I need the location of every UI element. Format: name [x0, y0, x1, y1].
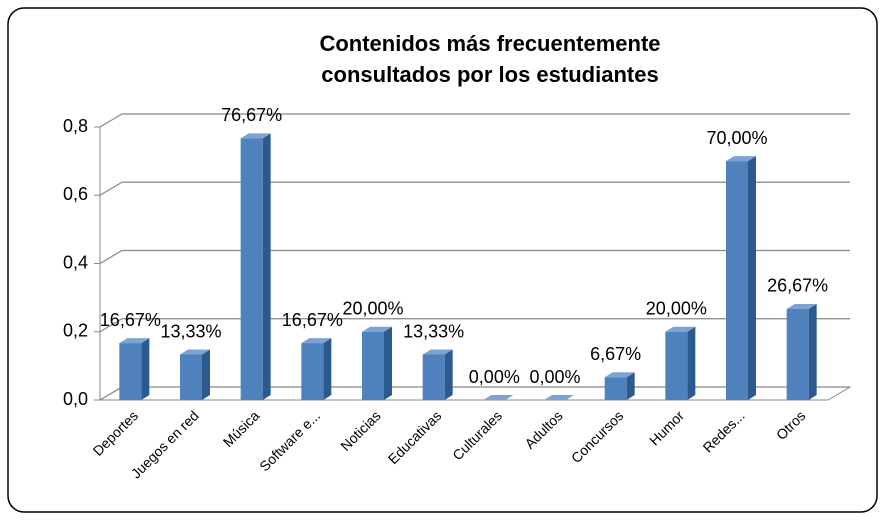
bar-top: [119, 338, 150, 344]
grid-line: [99, 249, 850, 265]
bar: [240, 138, 263, 400]
data-label: 26,67%: [767, 276, 828, 296]
bar-top: [726, 156, 756, 162]
chart-border: [7, 7, 878, 513]
bar-side: [202, 349, 210, 400]
bar-side: [444, 349, 453, 400]
y-tick-label: 0,0: [63, 389, 88, 409]
bar: [422, 354, 445, 400]
grid-line: [99, 318, 850, 333]
bar: [362, 331, 384, 400]
bar-side: [687, 326, 696, 400]
bar-top: [665, 326, 696, 332]
bar: [119, 343, 142, 400]
bar-top: [240, 133, 271, 139]
y-tick-label: 0,4: [63, 252, 88, 272]
bar-side: [141, 338, 150, 400]
bar: [726, 161, 748, 400]
grid-line: [99, 181, 850, 196]
data-label: 13,33%: [160, 321, 221, 341]
y-tick-label: 0,2: [63, 321, 88, 341]
chart-title: Contenidos más frecuentemente: [319, 31, 660, 56]
bar-top: [544, 395, 574, 400]
bar-top: [483, 395, 514, 400]
grid-line: [99, 113, 850, 128]
data-label: 76,67%: [221, 105, 282, 125]
bar-side: [262, 133, 271, 400]
bar: [665, 331, 688, 400]
y-tick-label: 0,8: [63, 116, 88, 136]
bar-side: [808, 303, 817, 400]
data-label: 20,00%: [646, 299, 707, 319]
bar-side: [748, 156, 756, 400]
bar: [180, 354, 202, 400]
data-label: 16,67%: [282, 310, 343, 330]
data-label: 0,00%: [529, 367, 580, 387]
bar: [786, 308, 809, 400]
y-tick-label: 0,6: [63, 184, 88, 204]
data-label: 20,00%: [342, 299, 403, 319]
data-label: 70,00%: [706, 128, 767, 148]
bar-top: [422, 349, 453, 355]
chart-title: consultados por los estudiantes: [321, 62, 658, 87]
bar-top: [362, 326, 392, 332]
data-label: 6,67%: [590, 344, 641, 364]
bar-side: [384, 326, 392, 400]
bar-top: [786, 303, 817, 309]
bar: [301, 343, 324, 400]
data-label: 13,33%: [403, 321, 464, 341]
bar-top: [301, 338, 332, 344]
bar-top: [180, 349, 210, 355]
data-label: 0,00%: [469, 367, 520, 387]
data-label: 16,67%: [100, 310, 161, 330]
bar-side: [626, 372, 635, 400]
bar-top: [604, 372, 635, 378]
bar: [604, 377, 627, 400]
bar-side: [323, 338, 332, 400]
